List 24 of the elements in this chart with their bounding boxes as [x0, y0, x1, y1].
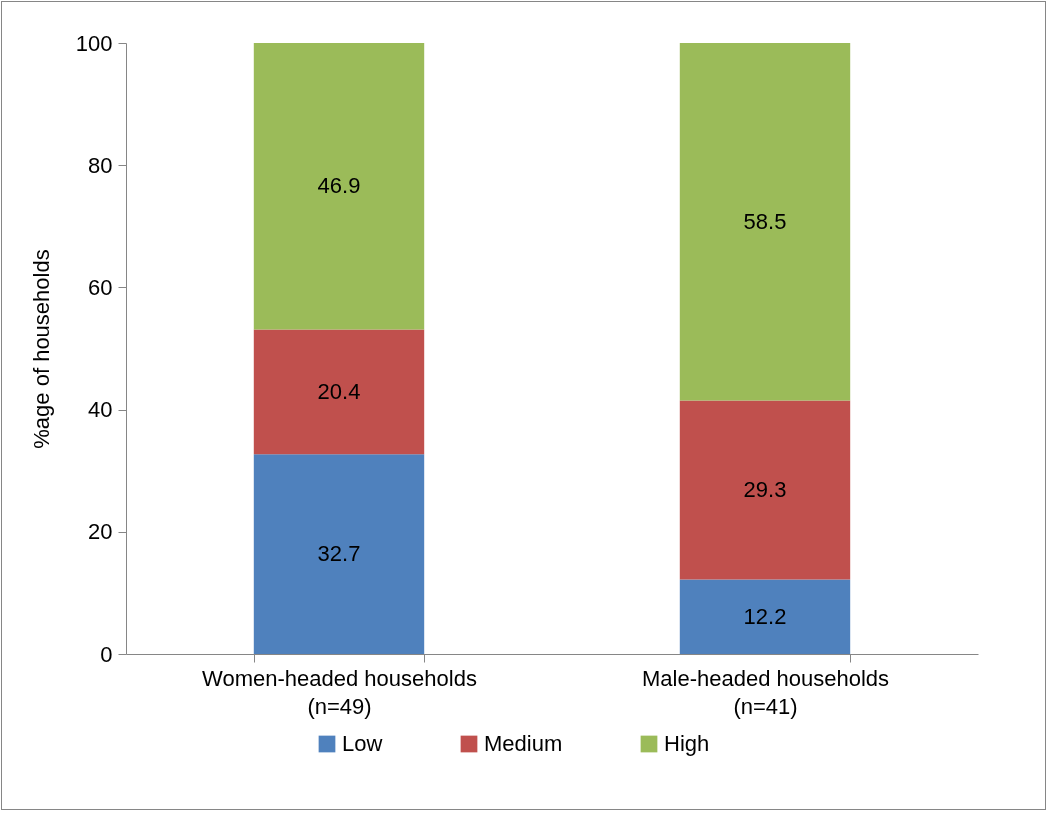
data-label: 58.5: [743, 208, 787, 234]
y-tick-label: 0: [100, 641, 113, 667]
y-tick-label: 80: [88, 152, 113, 178]
y-tick-label: 100: [75, 30, 113, 56]
y-tick-label: 40: [88, 397, 113, 423]
x-tick-label: Male-headed households (n=41): [641, 665, 890, 719]
data-label: 12.2: [743, 603, 787, 629]
data-label: 29.3: [743, 476, 787, 502]
legend-label: High: [664, 731, 710, 756]
y-axis-title: %age of households: [28, 249, 54, 449]
data-label: 20.4: [317, 378, 361, 404]
data-label: 32.7: [317, 541, 361, 567]
bar: [253, 454, 425, 654]
bar: [253, 43, 425, 330]
legend-label: Low: [342, 731, 383, 756]
data-label: 46.9: [317, 173, 361, 199]
bar: [679, 400, 851, 580]
bar: [679, 43, 851, 401]
y-tick-label: 60: [88, 274, 113, 300]
y-tick-label: 20: [88, 519, 113, 545]
legend-label: Medium: [484, 731, 563, 756]
bar: [679, 579, 851, 654]
x-tick-label: Women-headed households (n=49): [202, 665, 477, 719]
bar: [253, 329, 425, 455]
